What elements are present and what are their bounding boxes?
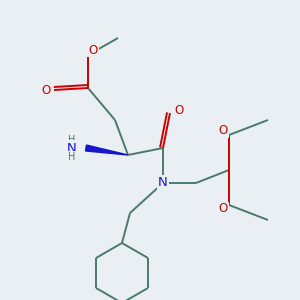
Text: O: O — [218, 202, 228, 215]
Text: N: N — [158, 176, 168, 190]
Text: O: O — [41, 83, 51, 97]
Text: N: N — [67, 142, 77, 154]
Text: H: H — [68, 135, 76, 145]
Text: O: O — [88, 44, 98, 56]
Text: O: O — [218, 124, 228, 137]
Text: O: O — [174, 103, 184, 116]
Polygon shape — [85, 145, 128, 155]
Text: H: H — [68, 152, 76, 162]
